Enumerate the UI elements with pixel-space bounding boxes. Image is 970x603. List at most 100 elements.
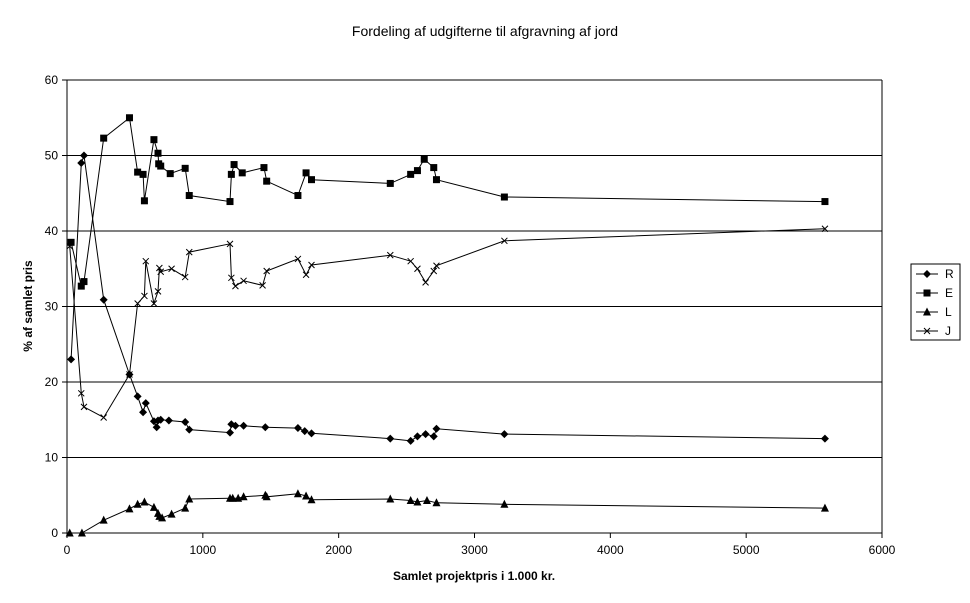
legend-label-j: J	[945, 324, 951, 338]
data-point-e	[100, 134, 108, 142]
data-point-e	[150, 136, 158, 144]
data-point-j	[77, 389, 85, 397]
data-point-l	[65, 528, 74, 537]
x-tick-label: 3000	[461, 543, 488, 557]
x-axis-label: Samlet projektpris i 1.000 kr.	[393, 569, 555, 583]
data-point-j	[66, 242, 74, 250]
data-point-j	[263, 267, 271, 275]
data-point-j	[142, 257, 150, 265]
y-tick-label: 10	[45, 451, 59, 465]
data-point-e	[140, 197, 148, 205]
data-point-e	[302, 169, 310, 177]
data-point-e	[230, 161, 238, 169]
data-point-r	[261, 423, 270, 432]
gridlines	[67, 79, 882, 458]
data-point-l	[228, 493, 237, 502]
data-point-e	[432, 176, 440, 184]
data-point-l	[302, 491, 311, 500]
data-point-r	[77, 159, 86, 168]
data-point-l	[149, 502, 158, 511]
data-point-r	[429, 432, 438, 441]
data-point-e	[77, 282, 85, 290]
y-tick-label: 30	[45, 300, 59, 314]
data-point-r	[386, 434, 395, 443]
data-point-l	[125, 504, 134, 513]
x-tick-label: 6000	[869, 543, 896, 557]
y-tick-label: 60	[45, 73, 59, 87]
data-point-l	[406, 496, 415, 505]
data-point-l	[167, 509, 176, 518]
y-tick-label: 40	[45, 224, 59, 238]
x-axis-ticks: 0 1000 2000 3000 4000 5000 6000	[64, 533, 896, 557]
data-point-j	[185, 248, 193, 256]
y-axis-ticks: 0 10 20 30 40 50 60	[45, 73, 67, 540]
data-point-e	[263, 177, 271, 185]
data-point-r	[181, 418, 190, 427]
data-point-j	[302, 271, 310, 279]
series-e	[67, 114, 829, 290]
data-point-r	[141, 399, 150, 408]
data-point-j	[407, 257, 415, 265]
data-point-j	[156, 264, 163, 272]
data-point-l	[262, 492, 271, 501]
data-point-e	[80, 278, 88, 286]
data-point-l	[422, 496, 431, 505]
series-r	[67, 151, 829, 445]
data-point-r	[307, 429, 316, 438]
data-point-r	[500, 430, 509, 439]
data-point-j	[232, 282, 239, 290]
data-point-e	[260, 164, 268, 172]
data-point-j	[134, 300, 141, 307]
legend-marker-l	[923, 307, 931, 316]
data-point-e	[181, 164, 189, 172]
data-point-l	[293, 489, 302, 498]
data-point-j	[821, 225, 829, 233]
data-point-r	[231, 421, 240, 430]
data-point-e	[420, 155, 428, 163]
data-point-e	[157, 162, 165, 170]
data-point-j	[422, 278, 429, 286]
data-point-r	[152, 423, 161, 432]
data-point-r	[139, 408, 148, 417]
data-point-r	[406, 436, 415, 445]
legend-label-e: E	[945, 286, 953, 300]
data-point-r	[79, 151, 88, 160]
data-point-e	[227, 170, 235, 178]
data-point-j	[430, 267, 438, 275]
data-point-e	[430, 164, 438, 172]
data-point-e	[294, 192, 302, 200]
data-point-e	[413, 167, 421, 175]
data-point-e	[154, 149, 162, 157]
x-tick-label: 0	[64, 543, 71, 557]
data-point-r	[239, 421, 248, 430]
data-point-r	[99, 295, 108, 304]
data-point-e	[166, 170, 174, 178]
x-tick-label: 4000	[597, 543, 624, 557]
data-point-r	[432, 424, 441, 433]
y-tick-label: 0	[51, 526, 58, 540]
data-point-l	[500, 499, 509, 508]
data-point-e	[125, 114, 133, 122]
x-tick-label: 5000	[733, 543, 760, 557]
data-point-j	[181, 273, 189, 281]
data-point-j	[240, 277, 247, 285]
data-point-r	[67, 355, 76, 364]
series-group	[65, 114, 829, 537]
data-point-j	[157, 268, 165, 276]
data-point-l	[133, 499, 142, 508]
data-point-l	[99, 515, 108, 524]
data-point-j	[308, 261, 315, 269]
data-point-j	[386, 251, 394, 259]
y-axis-label: % af samlet pris	[21, 260, 35, 352]
data-point-l	[185, 494, 194, 503]
series-l	[65, 489, 829, 537]
data-point-r	[421, 430, 430, 439]
legend-label-r: R	[945, 267, 954, 281]
y-tick-label: 20	[45, 375, 59, 389]
data-point-j	[154, 288, 162, 295]
data-point-j	[141, 292, 148, 300]
data-point-r	[164, 416, 173, 425]
data-point-j	[150, 300, 158, 307]
